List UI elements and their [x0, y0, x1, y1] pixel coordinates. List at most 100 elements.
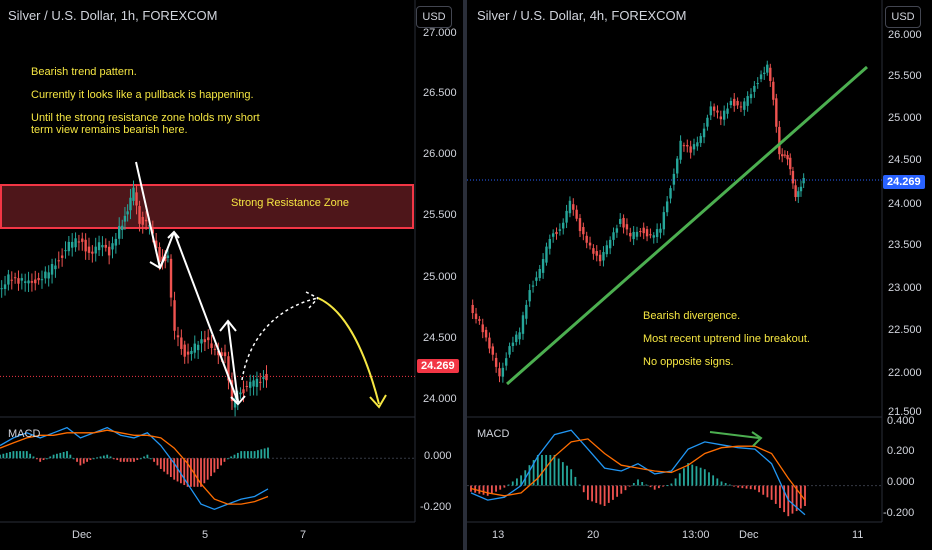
macd-histogram-bar	[35, 458, 38, 460]
macd-histogram-bar	[9, 452, 11, 459]
candle-body	[173, 300, 176, 331]
candle-body	[545, 246, 548, 263]
panel-divider[interactable]	[463, 0, 467, 550]
candle-body	[778, 126, 781, 155]
macd-histogram-bar	[153, 458, 155, 462]
candle-body	[716, 110, 719, 113]
y-tick: 25.500	[888, 70, 922, 82]
macd-histogram-bar	[123, 458, 125, 462]
candle-body	[138, 206, 141, 224]
candle-body	[608, 239, 612, 249]
x-tick: Dec	[72, 529, 92, 541]
candle-body	[40, 279, 44, 281]
macd-histogram-bar	[102, 455, 105, 459]
candle-body	[632, 231, 635, 240]
chart-canvas-4h[interactable]	[467, 0, 932, 550]
candle-body	[129, 197, 132, 211]
macd-tick: 0.000	[887, 476, 915, 488]
macd-histogram-bar	[72, 458, 75, 460]
chart-canvas-1h[interactable]	[0, 0, 463, 550]
candle-body	[491, 346, 494, 355]
macd-histogram-bar	[223, 458, 226, 462]
macd-histogram-bar	[190, 458, 192, 487]
candle-body	[652, 235, 655, 238]
macd-histogram-bar	[774, 485, 777, 504]
candle-body	[166, 255, 170, 258]
chart-panel-4h[interactable]: Silver / U.S. Dollar, 4h, FOREXCOM USD 2…	[467, 0, 932, 550]
candle-body	[595, 251, 598, 256]
macd-histogram-bar	[545, 454, 548, 486]
candle-body	[521, 315, 525, 334]
candle-body	[94, 246, 97, 254]
macd-histogram-bar	[741, 485, 744, 489]
y-tick: 24.000	[888, 198, 922, 210]
macd-histogram-bar	[203, 458, 206, 484]
currency-button[interactable]: USD	[416, 6, 452, 28]
macd-histogram-bar	[766, 485, 769, 498]
candle-body	[605, 245, 609, 255]
candle-body	[141, 216, 144, 225]
drawn-arrow-line	[173, 231, 239, 403]
candle-body	[13, 277, 17, 279]
candle-body	[183, 344, 186, 357]
macd-histogram-bar	[163, 458, 166, 472]
candle-body	[123, 215, 127, 222]
macd-histogram-bar	[620, 485, 623, 494]
macd-histogram-bar	[29, 453, 32, 459]
x-tick: 11	[852, 529, 864, 541]
candle-body	[200, 339, 203, 344]
macd-histogram-bar	[662, 485, 664, 487]
macd-histogram-bar	[196, 458, 199, 487]
macd-histogram-bar	[666, 485, 669, 487]
candle-body	[27, 280, 30, 284]
macd-histogram-bar	[79, 458, 82, 466]
macd-label: MACD	[8, 428, 41, 440]
candle-body	[84, 239, 87, 252]
candle-body	[635, 231, 639, 237]
candle-body	[598, 254, 602, 262]
candle-body	[709, 106, 712, 116]
macd-histogram-bar	[507, 484, 510, 486]
macd-histogram-bar	[146, 454, 149, 459]
macd-histogram-bar	[92, 458, 95, 460]
candle-body	[686, 144, 689, 147]
macd-histogram-bar	[149, 458, 152, 460]
candle-body	[107, 246, 111, 256]
candle-body	[659, 228, 662, 233]
candle-body	[255, 378, 259, 387]
chart-panel-1h[interactable]: Silver / U.S. Dollar, 1h, FOREXCOM USD 2…	[0, 0, 463, 550]
macd-line	[470, 429, 806, 516]
candle-body	[649, 234, 652, 236]
currency-button[interactable]: USD	[885, 6, 921, 28]
macd-histogram-bar	[566, 465, 568, 486]
candle-body	[186, 351, 190, 355]
arrow-head	[230, 395, 246, 406]
y-tick: 26.000	[888, 29, 922, 41]
macd-histogram-bar	[657, 485, 660, 489]
y-tick: 27.000	[423, 27, 457, 39]
candle-body	[743, 101, 746, 110]
candle-body	[629, 232, 632, 237]
candle-body	[239, 392, 242, 395]
macd-histogram-bar	[173, 458, 176, 480]
candle-body	[756, 83, 759, 85]
y-tick: 23.000	[888, 282, 922, 294]
x-tick: 5	[202, 529, 209, 541]
candle-body	[568, 200, 572, 214]
candle-body	[81, 238, 84, 242]
macd-histogram-bar	[591, 485, 593, 502]
macd-histogram-bar	[578, 484, 581, 486]
candle-body	[799, 186, 803, 192]
candle-body	[719, 116, 723, 120]
macd-histogram-bar	[133, 458, 135, 462]
y-tick: 22.500	[888, 324, 922, 336]
macd-histogram-bar	[12, 451, 15, 459]
macd-histogram-bar	[5, 452, 8, 459]
macd-histogram-bar	[166, 458, 169, 475]
arrow-head	[219, 319, 237, 332]
candle-body	[783, 154, 787, 156]
candle-body	[672, 173, 676, 185]
candle-body	[484, 329, 488, 338]
macd-histogram-bar	[86, 458, 88, 462]
macd-label: MACD	[477, 428, 510, 440]
